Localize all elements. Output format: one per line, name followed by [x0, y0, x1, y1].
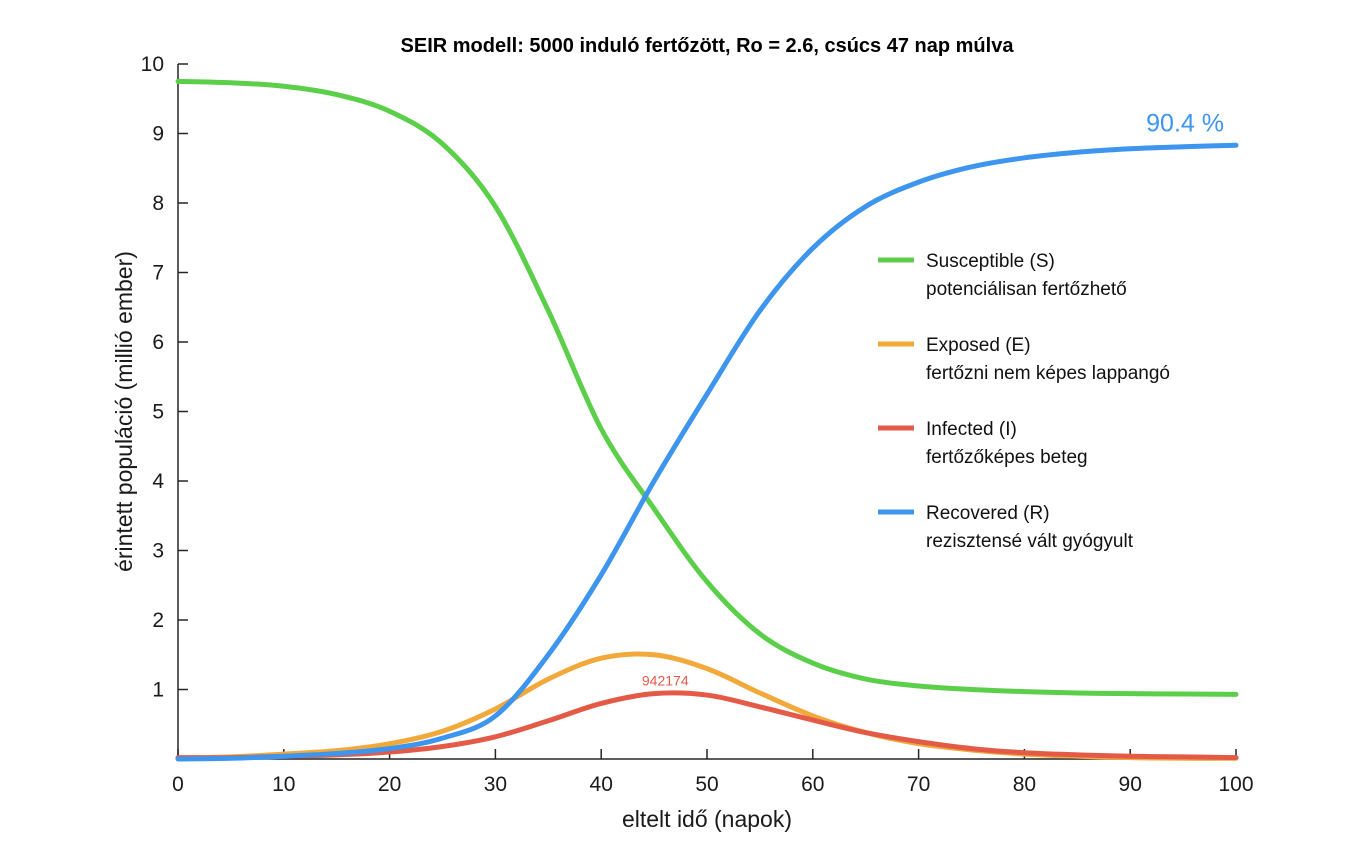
y-axis-label: érintett populáció (millió ember)	[111, 251, 137, 572]
x-tick-label: 20	[378, 773, 401, 796]
x-tick-label: 100	[1218, 773, 1253, 796]
axes: 0 10 20 30 40 50 60 70 80 90 100 1 2 3 4 5 6 7 8 9 10	[141, 53, 1254, 796]
x-tick-label: 30	[484, 773, 507, 796]
y-tick-label: 10	[141, 53, 164, 76]
y-tick-label: 3	[152, 540, 164, 563]
legend-label-recovered: Recovered (R)	[926, 503, 1050, 524]
x-tick-label: 60	[801, 773, 824, 796]
y-tick-label: 5	[152, 401, 164, 424]
x-tick-label: 80	[1013, 773, 1036, 796]
series-line-recovered	[175, 142, 1239, 762]
x-tick-label: 0	[172, 773, 184, 796]
x-tick-label: 50	[695, 773, 718, 796]
y-tick-label: 7	[152, 262, 164, 285]
legend-description-susceptible: potenciálisan fertőzhető	[926, 279, 1127, 300]
series-line-exposed	[175, 651, 1239, 761]
y-tick-label: 1	[152, 679, 164, 702]
peak-infected-label: 942174	[642, 673, 689, 689]
y-tick-label: 9	[152, 123, 164, 146]
legend-description-infected: fertőzőképes beteg	[926, 447, 1088, 468]
x-axis-label: eltelt idő (napok)	[622, 806, 792, 832]
series-line-susceptible	[175, 78, 1239, 697]
x-tick-label: 10	[272, 773, 295, 796]
x-tick-label: 90	[1119, 773, 1142, 796]
legend: Susceptible (S) potenciálisan fertőzhető E…	[878, 251, 1170, 552]
annotation-layer: 942174 90.4 %	[642, 109, 1224, 688]
legend-description-recovered: rezisztensé vált gyógyult	[926, 531, 1134, 552]
y-tick-label: 6	[152, 331, 164, 354]
series-layer	[175, 78, 1239, 762]
y-tick-label: 2	[152, 609, 164, 632]
legend-description-exposed: fertőzni nem képes lappangó	[926, 363, 1170, 384]
recovered-percent-label: 90.4 %	[1146, 109, 1224, 137]
legend-label-exposed: Exposed (E)	[926, 335, 1031, 356]
x-tick-label: 70	[907, 773, 930, 796]
chart-title: SEIR modell: 5000 induló fertőzött, Ro =…	[401, 35, 1015, 57]
x-tick-label: 40	[590, 773, 613, 796]
y-tick-label: 4	[152, 470, 164, 493]
y-tick-label: 8	[152, 192, 164, 215]
legend-label-susceptible: Susceptible (S)	[926, 251, 1055, 272]
legend-label-infected: Infected (I)	[926, 419, 1017, 440]
series-line-infected	[175, 690, 1239, 761]
